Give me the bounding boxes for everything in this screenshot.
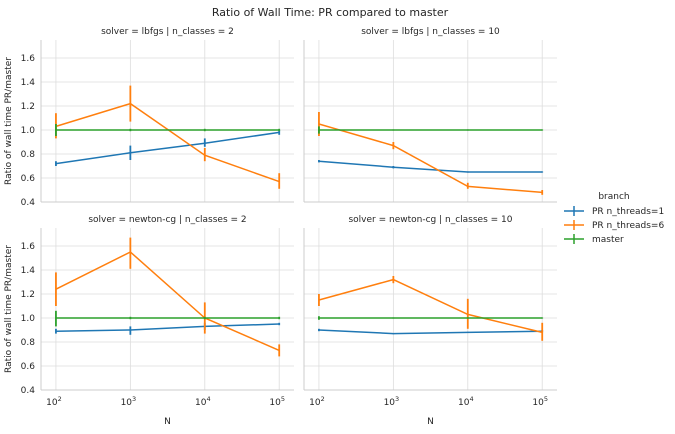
x-tick-label: 104 xyxy=(195,395,211,408)
series-line xyxy=(55,102,280,183)
series-line xyxy=(318,278,543,334)
y-tick-label: 1.6 xyxy=(21,54,36,64)
x-tick-label: 103 xyxy=(121,395,137,408)
x-tick-label: 102 xyxy=(309,395,325,408)
series-line xyxy=(318,160,543,173)
facet-panels: solver = lbfgs | n_classes = 2 0.4 0.6 0.8 1… xyxy=(4,27,557,427)
legend-label: master xyxy=(592,235,624,245)
x-tick-label: 105 xyxy=(532,395,548,408)
facet-panel: solver = newton-cg | n_classes = 10 102 10… xyxy=(303,215,557,427)
x-tick-label: 103 xyxy=(384,395,400,408)
y-tick-label: 1.2 xyxy=(21,290,35,300)
x-tick-label: 104 xyxy=(458,395,474,408)
facet-panel: solver = lbfgs | n_classes = 2 0.4 0.6 0.8 1… xyxy=(4,27,294,208)
x-tick-label: 102 xyxy=(46,395,62,408)
legend-item: master xyxy=(564,234,624,245)
legend-label: PR n_threads=6 xyxy=(592,221,664,231)
facet-title: solver = newton-cg | n_classes = 10 xyxy=(348,215,512,225)
legend-title: branch xyxy=(598,192,629,202)
y-tick-label: 1.0 xyxy=(21,314,36,324)
legend-item: PR n_threads=6 xyxy=(564,220,664,231)
x-axis-label: N xyxy=(164,417,171,427)
y-tick-label: 1.0 xyxy=(21,126,36,136)
series-line xyxy=(55,251,280,352)
y-tick-label: 0.6 xyxy=(21,174,36,184)
facet-title: solver = newton-cg | n_classes = 2 xyxy=(88,215,246,225)
legend-label: PR n_threads=1 xyxy=(592,207,664,217)
y-tick-label: 0.8 xyxy=(21,338,36,348)
facet-title: solver = lbfgs | n_classes = 10 xyxy=(361,27,500,37)
legend-item: PR n_threads=1 xyxy=(564,206,664,217)
series-line xyxy=(55,323,280,332)
y-tick-label: 0.8 xyxy=(21,150,36,160)
y-tick-label: 0.4 xyxy=(21,198,36,208)
series-line xyxy=(318,329,543,335)
y-tick-label: 1.6 xyxy=(21,242,36,252)
facet-panel: solver = lbfgs | n_classes = 10 xyxy=(303,27,557,203)
y-axis-label: Ratio of wall time PR/master xyxy=(4,245,14,373)
x-axis-label: N xyxy=(427,417,434,427)
facet-panel: solver = newton-cg | n_classes = 2 0.4 0.6… xyxy=(4,215,294,427)
series-line xyxy=(318,123,543,194)
x-tick-label: 105 xyxy=(269,395,285,408)
y-tick-label: 0.6 xyxy=(21,362,36,372)
series-line xyxy=(55,131,280,165)
y-tick-label: 0.4 xyxy=(21,386,36,396)
chart-title: Ratio of Wall Time: PR compared to maste… xyxy=(212,6,449,19)
y-axis-label: Ratio of wall time PR/master xyxy=(4,57,14,185)
y-tick-label: 1.2 xyxy=(21,102,35,112)
facet-title: solver = lbfgs | n_classes = 2 xyxy=(101,27,234,37)
y-tick-label: 1.4 xyxy=(21,78,36,88)
y-tick-label: 1.4 xyxy=(21,266,36,276)
